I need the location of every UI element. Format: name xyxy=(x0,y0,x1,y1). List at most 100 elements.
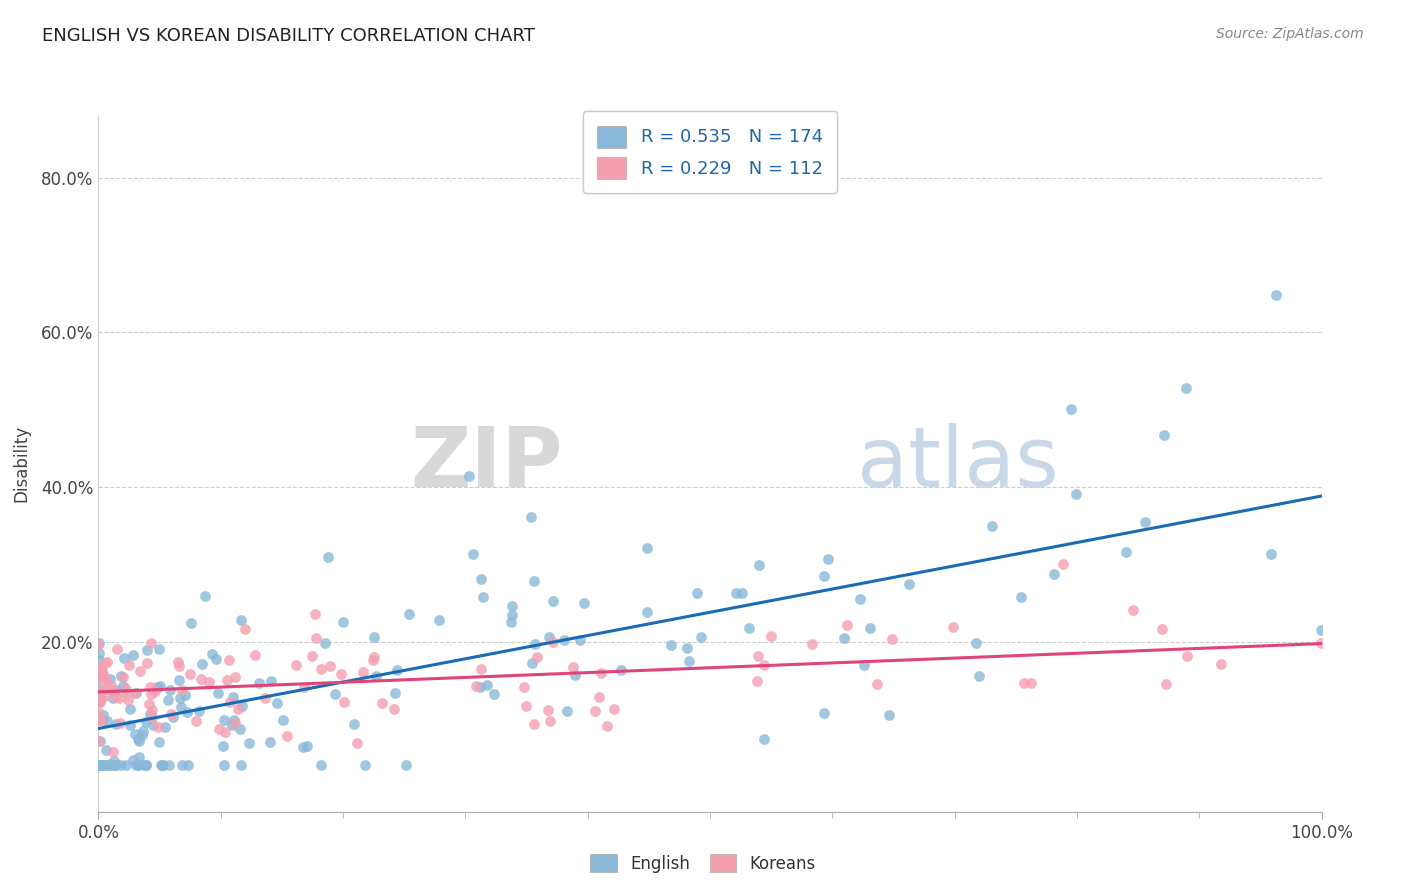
Point xyxy=(159,683,181,698)
Point xyxy=(150,758,173,772)
Point xyxy=(382,702,405,716)
Point xyxy=(1310,623,1333,637)
Point xyxy=(104,690,127,704)
Point xyxy=(1264,287,1286,301)
Point xyxy=(1175,380,1198,394)
Point xyxy=(564,668,586,682)
Point xyxy=(305,631,328,645)
Point xyxy=(330,667,353,681)
Point xyxy=(128,750,150,764)
Point xyxy=(139,680,162,694)
Point xyxy=(292,680,315,694)
Point xyxy=(501,607,523,622)
Point xyxy=(526,650,548,665)
Point xyxy=(110,669,132,683)
Point xyxy=(686,585,709,599)
Point xyxy=(553,632,575,647)
Point xyxy=(752,657,775,672)
Point xyxy=(217,673,239,688)
Point xyxy=(967,669,990,683)
Point xyxy=(602,702,624,716)
Point xyxy=(318,550,340,565)
Point xyxy=(100,758,122,772)
Point xyxy=(111,679,134,693)
Point xyxy=(118,657,141,672)
Point xyxy=(1260,547,1282,561)
Point xyxy=(87,758,110,772)
Point xyxy=(247,676,270,690)
Point xyxy=(1122,603,1144,617)
Point xyxy=(141,703,163,717)
Point xyxy=(91,667,114,681)
Point xyxy=(752,732,775,747)
Point xyxy=(284,658,307,673)
Point xyxy=(139,706,162,721)
Point xyxy=(107,690,129,705)
Point xyxy=(1309,636,1331,650)
Point xyxy=(89,646,111,660)
Point xyxy=(834,632,856,646)
Point xyxy=(541,634,564,648)
Point xyxy=(186,714,208,728)
Point xyxy=(87,758,110,772)
Point xyxy=(231,758,253,772)
Point xyxy=(172,682,194,697)
Point xyxy=(398,607,420,622)
Point xyxy=(211,739,233,753)
Point xyxy=(675,641,697,656)
Point xyxy=(1153,428,1175,442)
Point xyxy=(87,666,110,681)
Point xyxy=(89,665,111,679)
Point xyxy=(363,630,385,644)
Point xyxy=(157,758,180,772)
Point xyxy=(266,696,288,710)
Point xyxy=(101,683,124,698)
Point xyxy=(745,674,768,689)
Point xyxy=(759,629,782,643)
Point xyxy=(148,641,170,656)
Point xyxy=(636,605,658,619)
Point xyxy=(90,663,112,677)
Point xyxy=(112,669,135,683)
Point xyxy=(87,705,110,719)
Point xyxy=(515,698,537,713)
Point xyxy=(537,631,560,645)
Point xyxy=(110,758,132,772)
Point xyxy=(609,663,631,677)
Point xyxy=(364,669,387,683)
Point xyxy=(353,758,375,772)
Point xyxy=(143,683,166,698)
Point xyxy=(127,732,149,747)
Point xyxy=(160,706,183,721)
Point xyxy=(87,694,110,708)
Point xyxy=(470,572,492,586)
Point xyxy=(224,713,246,727)
Point xyxy=(96,680,118,694)
Point xyxy=(118,718,141,732)
Point xyxy=(208,722,231,736)
Point xyxy=(853,658,876,673)
Point xyxy=(91,671,114,685)
Point xyxy=(96,758,118,772)
Point xyxy=(115,681,138,696)
Point xyxy=(595,719,617,733)
Point xyxy=(167,659,190,673)
Point xyxy=(127,758,149,772)
Point xyxy=(1010,590,1032,604)
Point xyxy=(472,591,495,605)
Text: ZIP: ZIP xyxy=(411,424,564,504)
Point xyxy=(139,688,162,702)
Point xyxy=(105,716,128,731)
Point xyxy=(470,662,492,676)
Point xyxy=(121,648,143,662)
Point xyxy=(177,758,200,772)
Point xyxy=(243,648,266,662)
Point xyxy=(188,704,211,718)
Point xyxy=(1043,567,1066,582)
Point xyxy=(309,758,332,772)
Point xyxy=(260,674,283,689)
Text: Source: ZipAtlas.com: Source: ZipAtlas.com xyxy=(1216,27,1364,41)
Point xyxy=(314,636,336,650)
Point xyxy=(221,718,243,732)
Point xyxy=(149,679,172,693)
